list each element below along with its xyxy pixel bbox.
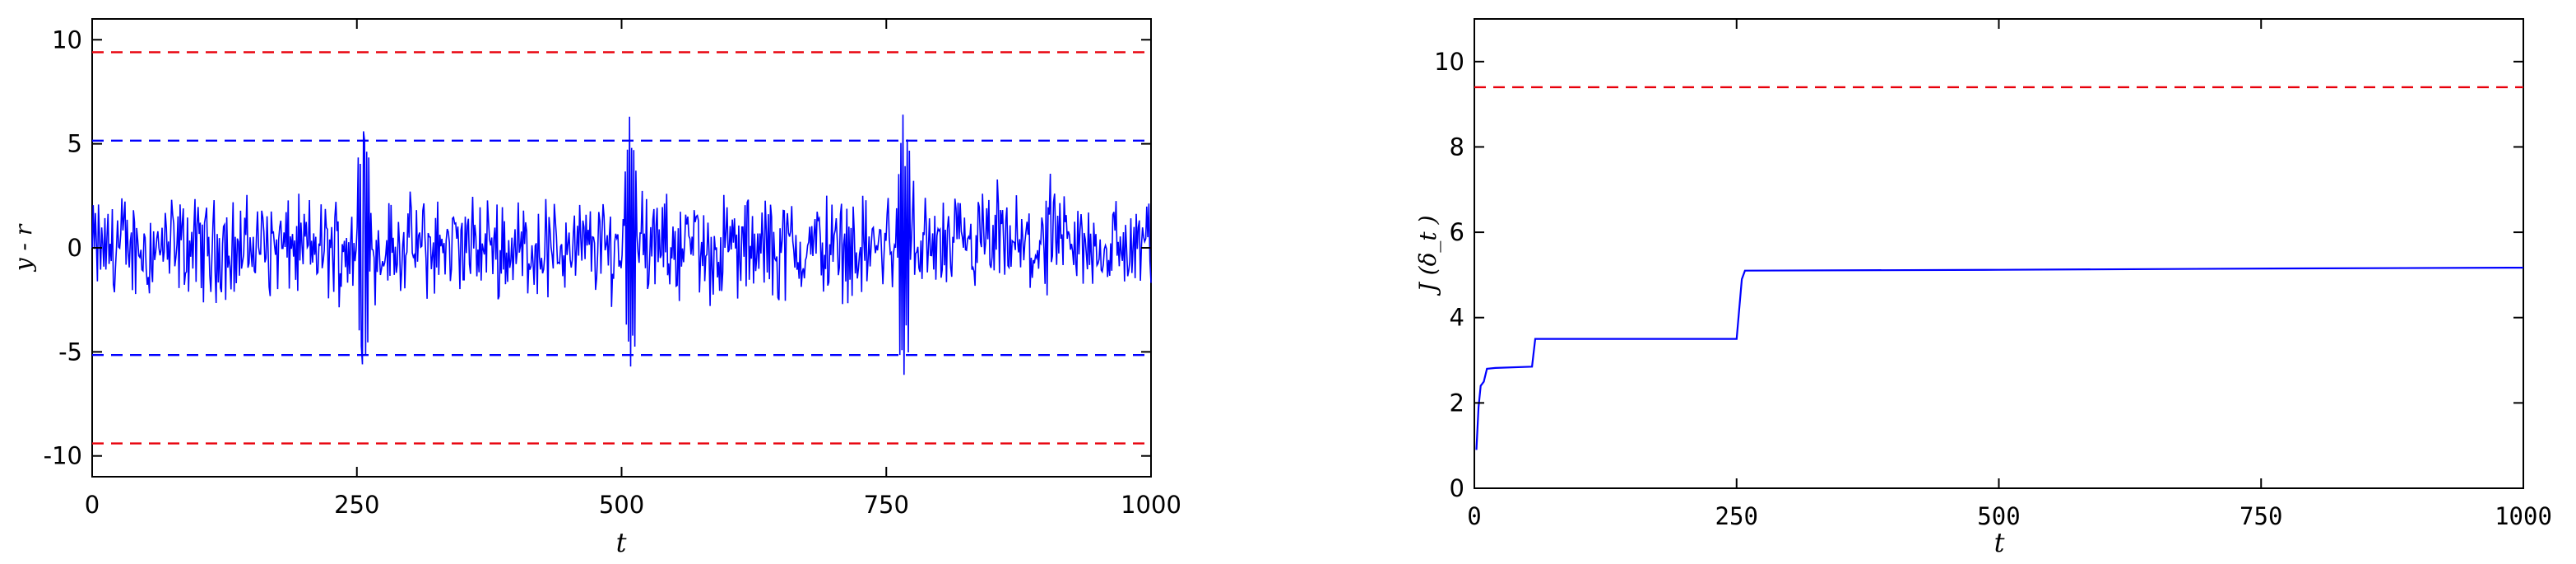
right-x-tick-label-2: 500 (1977, 502, 2020, 530)
right-chart: 0 250 500 750 1000 0 2 4 6 8 10 t J (δ_t ) (1414, 18, 2552, 558)
left-y-tick-label-1: -5 (58, 338, 82, 366)
left-y-tick-label-0: -10 (44, 442, 82, 470)
left-y-axis-label: y - r (10, 223, 37, 273)
right-y-axis-label: J (δ_t ) (1414, 216, 1441, 296)
left-x-tick-label-4: 1000 (1121, 491, 1181, 519)
right-y-tick-label-4: 8 (1450, 133, 1464, 161)
right-y-tick-label-5: 10 (1434, 48, 1464, 76)
right-x-tick-label-0: 0 (1467, 502, 1481, 530)
left-series-line (91, 114, 1152, 375)
right-plot-frame (1474, 18, 2524, 489)
right-y-tick-label-3: 6 (1450, 218, 1464, 246)
left-reference-lines (92, 51, 1151, 445)
right-x-tick-label-1: 250 (1715, 502, 1758, 530)
left-y-tick-label-2: 0 (67, 234, 82, 262)
left-chart: 0 250 500 750 1000 -10 -5 0 5 10 t y - r (10, 18, 1181, 558)
right-y-tick-label-0: 0 (1450, 474, 1464, 502)
left-x-tick-label-2: 500 (599, 491, 644, 519)
left-x-tick-label-0: 0 (85, 491, 100, 519)
left-x-axis-label: t (616, 527, 627, 558)
left-y-tick-label-3: 5 (67, 130, 82, 158)
right-y-tick-label-2: 4 (1450, 304, 1464, 332)
right-x-tick-label-3: 750 (2239, 502, 2282, 530)
left-x-tick-label-1: 250 (334, 491, 379, 519)
left-y-tick-label-4: 10 (52, 26, 82, 54)
right-y-tick-label-1: 2 (1450, 389, 1464, 417)
right-series-line (1475, 267, 2524, 450)
right-x-tick-label-4: 1000 (2495, 502, 2552, 530)
left-x-tick-label-3: 750 (864, 491, 909, 519)
left-axis-ticks: 0 250 500 750 1000 -10 -5 0 5 10 (44, 19, 1181, 519)
right-x-axis-label: t (1994, 527, 2005, 558)
right-axis-ticks: 0 250 500 750 1000 0 2 4 6 8 10 (1434, 19, 2552, 530)
